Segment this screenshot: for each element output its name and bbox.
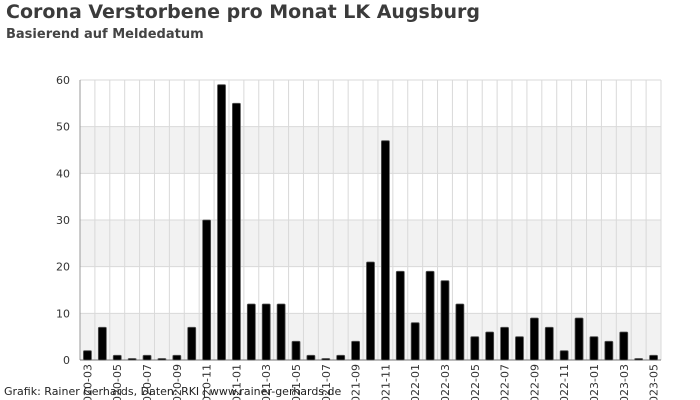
y-tick-label: 30 — [56, 214, 70, 227]
bar-2020-06 — [127, 358, 137, 361]
y-tick-label: 60 — [56, 74, 70, 87]
bar-2021-06 — [306, 354, 316, 361]
bar-2023-01 — [589, 336, 599, 361]
x-tick-label: 2021-01 — [230, 364, 243, 400]
bar-2022-05 — [470, 336, 480, 361]
bar-2020-09 — [172, 354, 182, 361]
bar-2020-04 — [97, 326, 107, 361]
bar-2021-12 — [395, 270, 405, 361]
bar-2021-08 — [336, 354, 346, 361]
bar-2022-08 — [515, 336, 524, 361]
bar-2022-06 — [485, 331, 495, 361]
x-tick-label: 2020-11 — [201, 364, 214, 400]
bar-2020-10 — [187, 326, 197, 361]
bar-2023-03 — [619, 331, 629, 361]
x-tick-label: 2021-03 — [260, 364, 273, 400]
bar-2023-05 — [649, 354, 658, 361]
bar-2021-03 — [261, 303, 271, 361]
bar-2021-09 — [351, 340, 361, 361]
x-tick-label: 2022-05 — [469, 364, 482, 400]
x-tick-label: 2021-09 — [350, 364, 363, 400]
bar-2022-02 — [425, 270, 435, 361]
bar-2021-05 — [291, 340, 301, 361]
bar-2020-05 — [112, 354, 122, 361]
x-tick-label: 2020-05 — [111, 364, 124, 400]
bar-2022-07 — [500, 326, 509, 361]
x-tick-label: 2022-01 — [409, 364, 422, 400]
bar-2022-03 — [440, 280, 450, 361]
bar-2020-07 — [142, 354, 152, 361]
x-tick-label: 2021-05 — [290, 364, 303, 400]
bar-2022-01 — [410, 322, 420, 361]
y-tick-label: 40 — [56, 167, 70, 180]
bar-2022-04 — [455, 303, 465, 361]
bar-2020-11 — [202, 219, 212, 361]
bar-2021-07 — [321, 358, 331, 361]
y-tick-label: 10 — [56, 307, 70, 320]
bar-2021-01 — [232, 102, 241, 361]
bar-2020-12 — [217, 84, 226, 361]
grid-band — [80, 126, 661, 174]
bar-2021-11 — [380, 140, 390, 361]
bar-2021-10 — [366, 261, 375, 361]
x-tick-label: 2020-07 — [141, 364, 154, 400]
bar-2023-04 — [634, 358, 644, 361]
bar-2022-10 — [544, 326, 554, 361]
chart-title: Corona Verstorbene pro Monat LK Augsburg — [6, 1, 480, 23]
x-tick-label: 2020-03 — [81, 364, 94, 400]
bar-2023-02 — [604, 340, 614, 361]
x-tick-label: 2022-09 — [528, 364, 541, 400]
y-tick-label: 0 — [63, 354, 70, 367]
grid-band — [80, 220, 661, 267]
y-tick-label: 50 — [56, 121, 70, 134]
credit-text: Grafik: Rainer Gerhards, Daten: RKI | ww… — [4, 385, 342, 398]
x-tick-label: 2022-11 — [558, 364, 571, 400]
bar-2020-08 — [157, 358, 167, 361]
bar-2022-12 — [574, 317, 584, 361]
x-tick-label: 2023-03 — [618, 364, 631, 400]
chart-subtitle: Basierend auf Meldedatum — [6, 27, 204, 42]
bar-2022-11 — [559, 350, 569, 361]
x-tick-label: 2020-09 — [171, 364, 184, 400]
x-tick-label: 2022-07 — [499, 364, 512, 400]
x-tick-label: 2021-07 — [320, 364, 333, 400]
bar-2022-09 — [529, 317, 539, 361]
bar-2021-04 — [276, 303, 286, 361]
x-tick-label: 2023-05 — [648, 364, 661, 400]
bar-2021-02 — [246, 303, 256, 361]
x-tick-label: 2022-03 — [439, 364, 452, 400]
x-tick-label: 2023-01 — [588, 364, 601, 400]
y-tick-label: 20 — [56, 261, 70, 274]
bar-2020-03 — [83, 350, 92, 361]
x-tick-label: 2021-11 — [379, 364, 392, 400]
